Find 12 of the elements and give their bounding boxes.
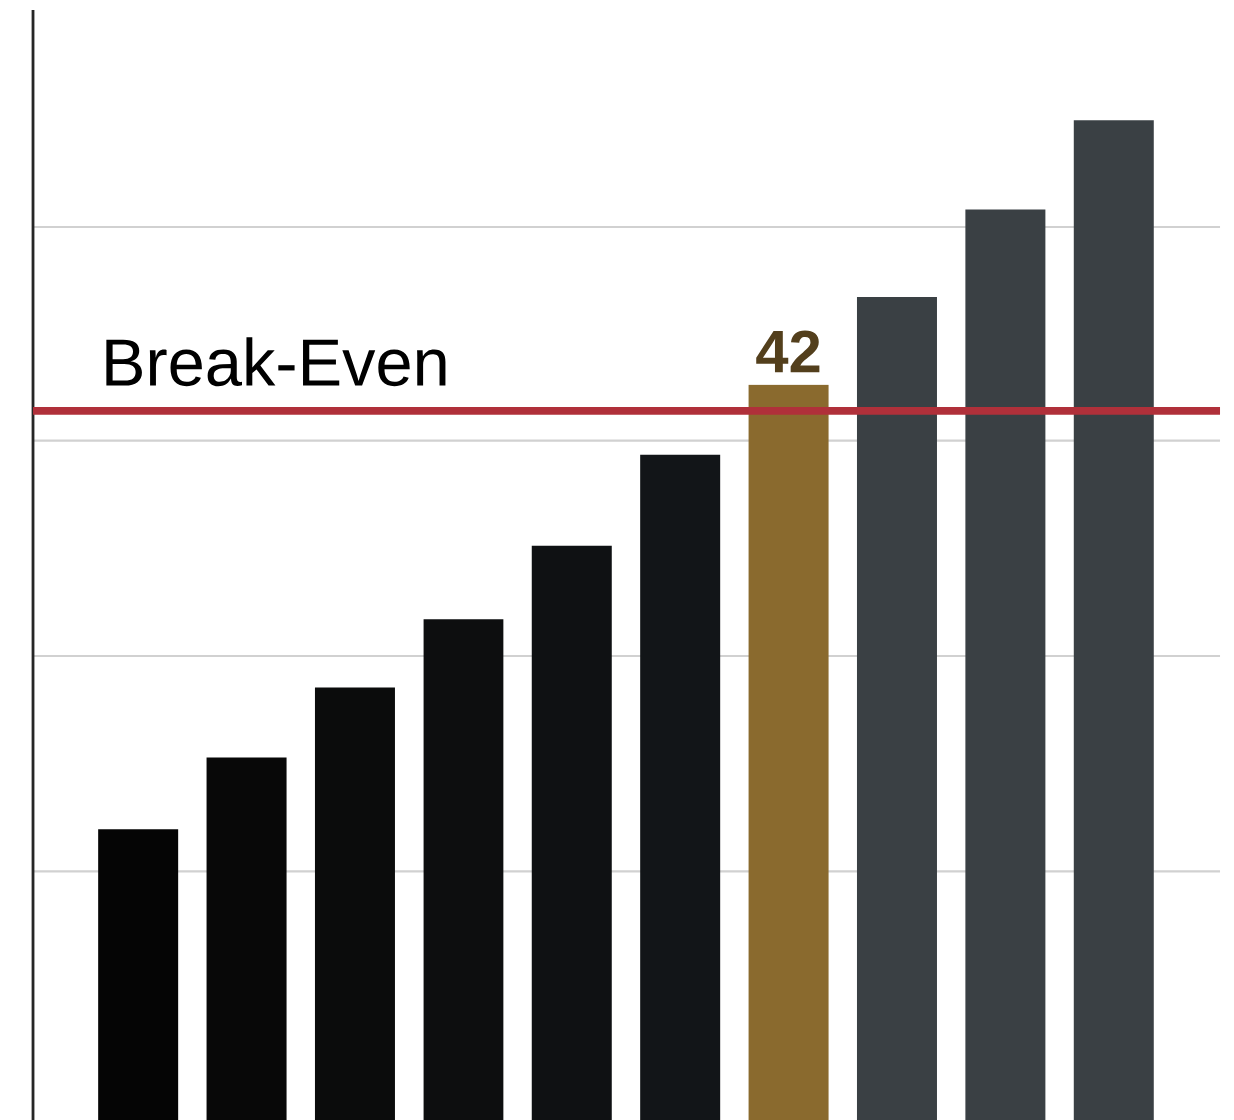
bar xyxy=(748,384,829,1120)
bar xyxy=(965,209,1046,1120)
bar xyxy=(98,829,179,1120)
bar xyxy=(531,545,612,1120)
bar xyxy=(206,757,287,1120)
ref-line-label: Break-Even xyxy=(106,337,446,387)
bar xyxy=(856,297,937,1120)
data-label: 42 xyxy=(756,330,820,373)
bar xyxy=(314,687,395,1120)
bar xyxy=(1073,120,1154,1120)
bar xyxy=(640,454,721,1120)
bar xyxy=(423,619,504,1120)
